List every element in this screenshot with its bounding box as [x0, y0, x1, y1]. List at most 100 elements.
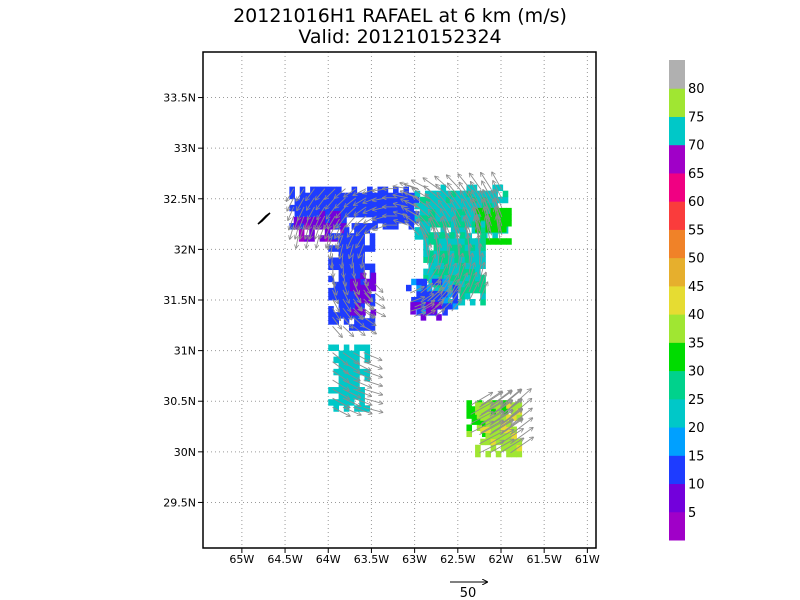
- wind-cell: [348, 393, 355, 400]
- wind-cell: [387, 223, 394, 230]
- wind-cell: [492, 406, 498, 413]
- wind-cell: [408, 204, 415, 212]
- wind-vector: [482, 199, 491, 223]
- wind-vector: [469, 244, 470, 265]
- wind-cell: [449, 274, 455, 282]
- wind-cell: [338, 300, 345, 307]
- wind-vector: [478, 263, 484, 283]
- wind-cell: [387, 204, 394, 212]
- wind-cell: [393, 223, 399, 230]
- wind-cell: [341, 216, 347, 224]
- wind-cell: [348, 269, 355, 277]
- wind-vector: [410, 297, 424, 303]
- wind-vector: [451, 290, 460, 303]
- wind-vector: [342, 379, 360, 389]
- wind-vector: [365, 224, 377, 233]
- wind-cell: [414, 190, 421, 198]
- wind-cell: [349, 278, 356, 286]
- wind-cell: [338, 306, 345, 313]
- wind-cell: [328, 306, 334, 313]
- wind-cell: [416, 284, 422, 292]
- y-tick-label: 30.5N: [163, 395, 196, 408]
- wind-cell: [346, 210, 352, 218]
- wind-vector: [363, 325, 376, 333]
- wind-cell: [475, 262, 481, 270]
- wind-cell: [500, 444, 507, 452]
- colorbar-label: 75: [688, 110, 705, 125]
- wind-vector: [499, 429, 523, 445]
- wind-cell: [338, 374, 345, 382]
- wind-cell: [476, 202, 483, 210]
- wind-cell: [299, 186, 306, 194]
- wind-vector: [338, 235, 344, 249]
- wind-vector: [315, 227, 320, 238]
- wind-cell: [414, 214, 421, 222]
- wind-vector: [353, 325, 364, 335]
- wind-vector: [334, 218, 340, 228]
- wind-cell: [440, 202, 447, 210]
- colorbar-swatch: [669, 285, 685, 315]
- wind-cell: [405, 284, 412, 292]
- wind-vector: [437, 264, 447, 283]
- wind-cell: [343, 233, 350, 240]
- wind-cell: [328, 318, 334, 325]
- wind-vector: [328, 215, 336, 228]
- wind-vector: [295, 228, 299, 239]
- wind-vector: [336, 206, 346, 218]
- wind-vector: [325, 227, 330, 238]
- colorbar-swatch: [669, 201, 685, 230]
- wind-cell: [461, 221, 467, 228]
- wind-vector: [479, 441, 504, 454]
- wind-vector: [479, 402, 502, 417]
- wind-cell: [298, 216, 305, 224]
- wind-cell: [348, 350, 355, 358]
- wind-cell: [464, 244, 471, 251]
- wind-cell: [492, 190, 498, 198]
- wind-cell: [480, 274, 486, 282]
- wind-vector: [479, 421, 503, 436]
- wind-cell: [456, 208, 462, 216]
- wind-cell: [354, 344, 360, 352]
- wind-cell: [469, 274, 476, 282]
- wind-cell: [443, 244, 450, 251]
- wind-vector: [316, 188, 326, 200]
- wind-cell: [377, 216, 384, 224]
- colorbar-swatch: [669, 370, 685, 400]
- colorbar-label: 30: [688, 365, 705, 380]
- wind-vector: [499, 400, 522, 417]
- wind-vector: [499, 438, 523, 454]
- wind-vector: [342, 352, 359, 364]
- colorbar-label: 55: [688, 223, 705, 238]
- wind-vector: [428, 210, 441, 227]
- island-outline: [257, 212, 271, 225]
- wind-vector: [441, 280, 449, 294]
- wind-vector: [346, 215, 357, 227]
- wind-cell: [299, 204, 306, 212]
- wind-cell: [500, 238, 507, 245]
- wind-vector: [469, 191, 480, 214]
- wind-cell: [367, 186, 373, 194]
- wind-vector: [427, 266, 439, 284]
- wind-cell: [387, 198, 394, 206]
- wind-cell: [319, 210, 326, 218]
- wind-vector: [332, 307, 341, 320]
- colorbar-swatch: [669, 483, 685, 513]
- wind-vector: [427, 255, 436, 274]
- wind-cell: [364, 344, 371, 352]
- wind-vector: [324, 218, 330, 229]
- wind-vector: [356, 234, 365, 247]
- wind-cell: [310, 192, 316, 200]
- wind-cell: [471, 406, 478, 413]
- wind-cell: [459, 292, 466, 300]
- wind-vector: [459, 182, 472, 200]
- wind-vector: [451, 280, 459, 294]
- wind-vector: [363, 316, 376, 325]
- wind-vector: [471, 182, 482, 200]
- wind-vector: [332, 388, 350, 399]
- wind-cell: [354, 239, 360, 246]
- wind-vector: [306, 188, 315, 201]
- wind-vector: [489, 439, 514, 454]
- colorbar-label: 40: [688, 308, 705, 323]
- colorbar-swatch: [669, 116, 685, 146]
- wind-cell: [485, 438, 492, 446]
